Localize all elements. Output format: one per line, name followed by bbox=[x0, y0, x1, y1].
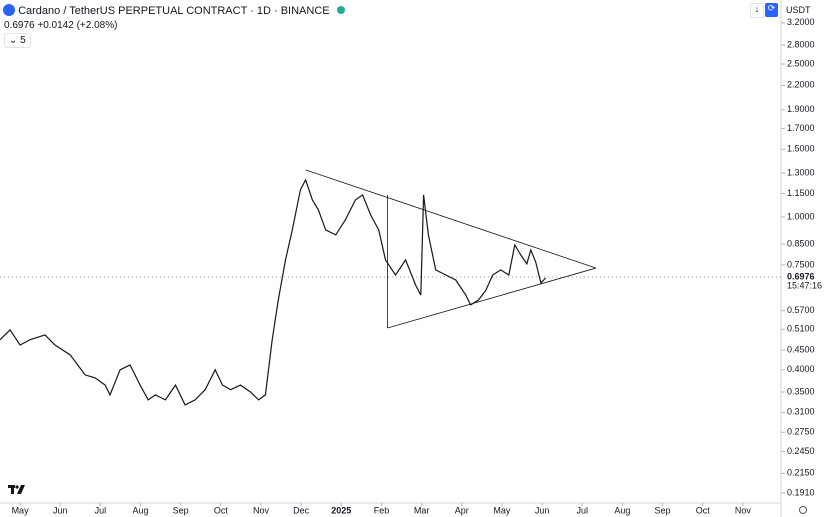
y-tick-label: 0.3500 bbox=[787, 386, 815, 396]
settings-icon[interactable] bbox=[799, 506, 807, 514]
y-tick-label: 0.2150 bbox=[787, 468, 815, 478]
x-tick-label: Jul bbox=[95, 505, 107, 515]
trendline bbox=[305, 169, 597, 269]
x-tick-label: Jul bbox=[576, 505, 588, 515]
y-tick-label: 1.0000 bbox=[787, 211, 815, 221]
status-dot bbox=[336, 6, 345, 14]
x-tick-label: Sep bbox=[655, 505, 671, 515]
download-button[interactable]: ↓ bbox=[750, 3, 764, 18]
y-tick-label: 0.7500 bbox=[787, 259, 815, 269]
y-tick-label: 0.8500 bbox=[787, 238, 815, 248]
symbol-title[interactable]: Cardano / TetherUS PERPETUAL CONTRACT · … bbox=[18, 5, 330, 17]
countdown-timer: 15:47:16 bbox=[787, 280, 822, 290]
x-tick-label: Nov bbox=[253, 505, 270, 515]
y-tick-label: 0.1910 bbox=[787, 487, 815, 497]
y-tick-label: 0.4000 bbox=[787, 364, 815, 374]
y-tick-label: 1.3000 bbox=[787, 168, 815, 178]
last-price-label: 0.6976 bbox=[787, 271, 815, 281]
y-tick-label: 1.9000 bbox=[787, 104, 815, 114]
compare-button[interactable]: ⟳ bbox=[765, 3, 778, 17]
x-tick-label: Jun bbox=[53, 505, 68, 515]
indicator-count: 5 bbox=[20, 35, 26, 46]
y-tick-label: 1.1500 bbox=[787, 188, 815, 198]
x-tick-label: Apr bbox=[455, 505, 469, 515]
y-tick-label: 2.5000 bbox=[787, 58, 815, 68]
x-tick-label: Nov bbox=[735, 505, 752, 515]
y-tick-label: 0.4500 bbox=[787, 345, 815, 355]
y-tick-label: 2.8000 bbox=[787, 40, 815, 50]
y-tick-label: 0.2450 bbox=[787, 446, 815, 456]
price-line bbox=[0, 178, 547, 406]
symbol-logo bbox=[3, 4, 15, 16]
x-tick-label: 2025 bbox=[331, 505, 351, 515]
x-tick-label: May bbox=[12, 505, 30, 515]
indicators-toggle[interactable]: ⌄ 5 bbox=[4, 33, 31, 48]
y-tick-label: 0.5700 bbox=[787, 305, 815, 315]
x-tick-label: Oct bbox=[696, 505, 711, 515]
y-tick-label: 1.5000 bbox=[787, 144, 815, 154]
trendline bbox=[387, 267, 596, 329]
y-tick-label: 3.2000 bbox=[787, 17, 815, 27]
x-tick-label: Dec bbox=[293, 505, 310, 515]
tv-logo bbox=[8, 485, 25, 494]
y-tick-label: 0.3100 bbox=[787, 407, 815, 417]
x-tick-label: Oct bbox=[214, 505, 229, 515]
chart-header: Cardano / TetherUS PERPETUAL CONTRACT · … bbox=[3, 4, 345, 17]
x-tick-label: Mar bbox=[414, 505, 430, 515]
last-price-box bbox=[782, 270, 824, 292]
x-tick-label: Aug bbox=[133, 505, 149, 515]
x-tick-label: Sep bbox=[173, 505, 189, 515]
x-tick-label: Aug bbox=[614, 505, 630, 515]
y-tick-label: 2.2000 bbox=[787, 80, 815, 90]
y-tick-label: 0.2750 bbox=[787, 427, 815, 437]
x-tick-label: Feb bbox=[374, 505, 390, 515]
y-tick-label: 1.7000 bbox=[787, 123, 815, 133]
y-tick-label: 0.5100 bbox=[787, 324, 815, 334]
price-change: 0.6976 +0.0142 (+2.08%) bbox=[4, 20, 118, 31]
x-tick-label: Jun bbox=[535, 505, 550, 515]
x-tick-label: May bbox=[493, 505, 511, 515]
currency[interactable]: USDT bbox=[786, 5, 811, 15]
